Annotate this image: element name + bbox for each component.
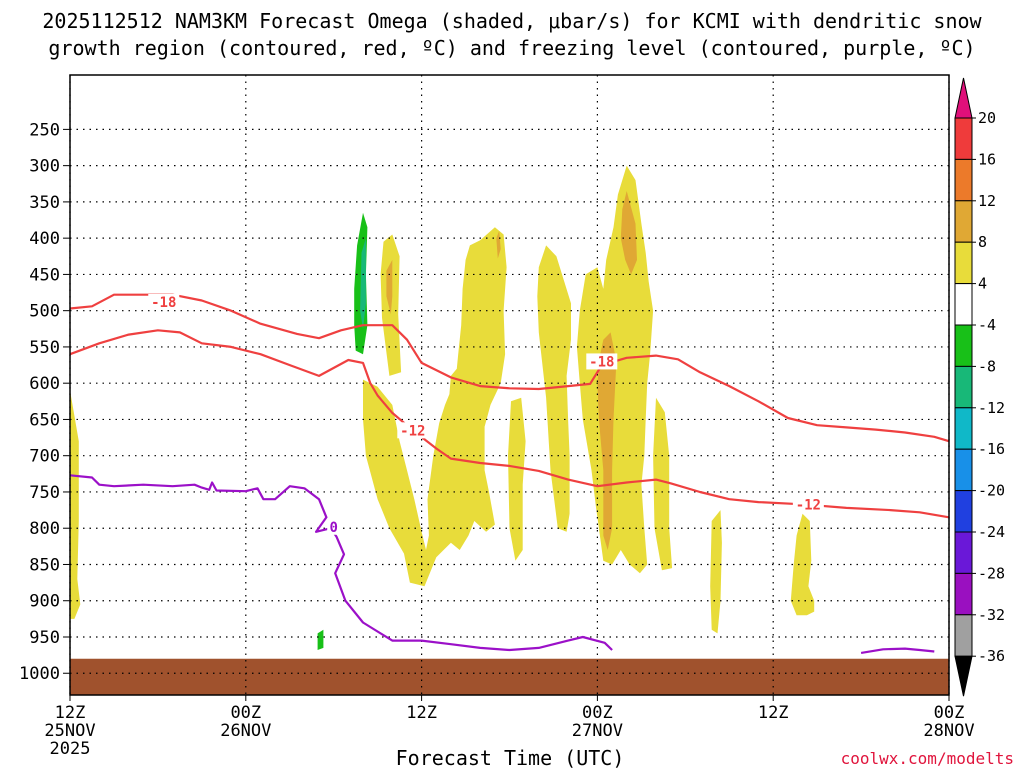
omega-up-4-8-main-hr20-26 [363, 227, 507, 587]
freezing-0-east [860, 647, 935, 654]
colorbar-segment [954, 407, 973, 450]
contour-label-bg [586, 353, 618, 370]
colorbar-segment [954, 614, 973, 657]
colorbar-top-arrow [954, 77, 973, 119]
y-tick-label: 800 [29, 519, 60, 539]
omega-up-8-12-hr38-upper [620, 191, 637, 275]
colorbar-segment [954, 490, 973, 533]
omega-up-8-12-hr21 [386, 259, 393, 315]
colorbar-label: -8 [978, 357, 996, 375]
y-tick-label: 450 [29, 265, 60, 285]
x-tick-label: 12Z [55, 703, 86, 723]
y-tick-label: 850 [29, 555, 60, 575]
y-axis-ticks: 250 300 350 400 450 500 550 600 650 700 750 800 850 9… [19, 120, 70, 684]
x-tick-label: 27NOV [572, 721, 623, 741]
omega-up-4-8-hr40 [653, 397, 673, 571]
colorbar-label: -20 [978, 482, 1005, 500]
colorbar-label: 4 [978, 275, 987, 293]
grid-lines [69, 75, 950, 695]
colorbar-label: -16 [978, 440, 1005, 458]
colorbar-segment [954, 283, 973, 326]
x-tick-label: 12Z [758, 703, 789, 723]
y-tick-label: 950 [29, 628, 60, 648]
ground-layer [70, 658, 949, 695]
omega-up-4-8-small-hr29 [508, 397, 526, 561]
y-tick-label: 350 [29, 193, 60, 213]
ground-fill [70, 658, 949, 695]
contour-label-bg [792, 496, 824, 513]
contour-lines [69, 293, 950, 654]
omega-up-8-12-hr37-lower [597, 332, 617, 550]
y-tick-label: 500 [29, 302, 60, 322]
y-tick-label: 650 [29, 410, 60, 430]
colorbar-label: -32 [978, 606, 1005, 624]
x-tick-label: 28NOV [923, 721, 974, 741]
colorbar-segment [954, 158, 973, 202]
colorbar-label: 20 [978, 109, 996, 127]
y-tick-label: 250 [29, 120, 60, 140]
contour-label-bg [327, 518, 341, 535]
colorbar-segment [954, 572, 973, 616]
x-tick-label: 2025 [50, 739, 91, 759]
colorbar-segment [954, 117, 973, 160]
y-tick-label: 700 [29, 447, 60, 467]
y-tick-label: 400 [29, 229, 60, 249]
colorbar-label: -36 [978, 647, 1005, 665]
colorbar-label: -12 [978, 399, 1005, 417]
chart-title-line2: growth region (contoured, red, ºC) and f… [48, 36, 975, 60]
omega-down-8-12-hr20 [360, 238, 366, 329]
colorbar-segment [954, 241, 973, 285]
colorbar-label: 16 [978, 150, 996, 168]
x-axis-label: Forecast Time (UTC) [396, 746, 625, 768]
y-tick-label: 1000 [19, 664, 60, 684]
colorbar-segment [954, 365, 973, 409]
omega-up-4-8-hr32 [537, 245, 571, 532]
y-tick-label: 550 [29, 338, 60, 358]
dgz-18-upper [69, 293, 950, 443]
x-tick-label: 25NOV [44, 721, 95, 741]
freezing-0 [69, 474, 613, 652]
colorbar-segment [954, 200, 973, 243]
contour-label: -18 [589, 354, 614, 370]
y-tick-label: 300 [29, 157, 60, 177]
contour-label-bg [397, 422, 429, 439]
x-tick-label: 12Z [406, 703, 437, 723]
omega-down-4-8-hr17 [317, 629, 324, 650]
colorbar-bottom-arrow [954, 655, 973, 697]
chart-title-line1: 2025112512 NAM3KM Forecast Omega (shaded… [42, 9, 982, 33]
omega-shading [70, 165, 815, 650]
contour-label: -18 [151, 295, 176, 311]
x-tick-label: 00Z [582, 703, 613, 723]
omega-up-4-8-hr44 [710, 510, 722, 634]
contour-labels: -18 -12 -18 -12 0 [148, 293, 824, 536]
y-tick-label: 600 [29, 374, 60, 394]
omega-up-4-8-hr49 [790, 513, 815, 616]
colorbar-label: 12 [978, 192, 996, 210]
colorbar-segment [954, 531, 973, 574]
y-tick-label: 900 [29, 592, 60, 612]
dgz-12-lower [69, 329, 950, 519]
colorbar-label: -28 [978, 564, 1005, 582]
colorbar-label: -4 [978, 316, 996, 334]
credit-text: coolwx.com/modelts [841, 749, 1014, 768]
omega-up-4-8-left-edge [70, 390, 81, 619]
colorbar-segment [954, 324, 973, 367]
contour-label-bg [148, 293, 180, 310]
x-tick-label: 26NOV [220, 721, 271, 741]
y-tick-label: 750 [29, 483, 60, 503]
contour-label: -12 [400, 423, 425, 439]
contour-label: -12 [796, 497, 821, 513]
colorbar-label: -24 [978, 523, 1005, 541]
x-tick-label: 00Z [934, 703, 965, 723]
plot-frame [69, 74, 950, 696]
colorbar: 20 16 12 8 4 -4 -8 -12 -16 -20 -24 -28 -32 -36 [954, 77, 1005, 697]
x-tick-label: 00Z [230, 703, 261, 723]
colorbar-segment [954, 448, 973, 492]
colorbar-label: 8 [978, 233, 987, 251]
contour-label: 0 [329, 520, 337, 536]
